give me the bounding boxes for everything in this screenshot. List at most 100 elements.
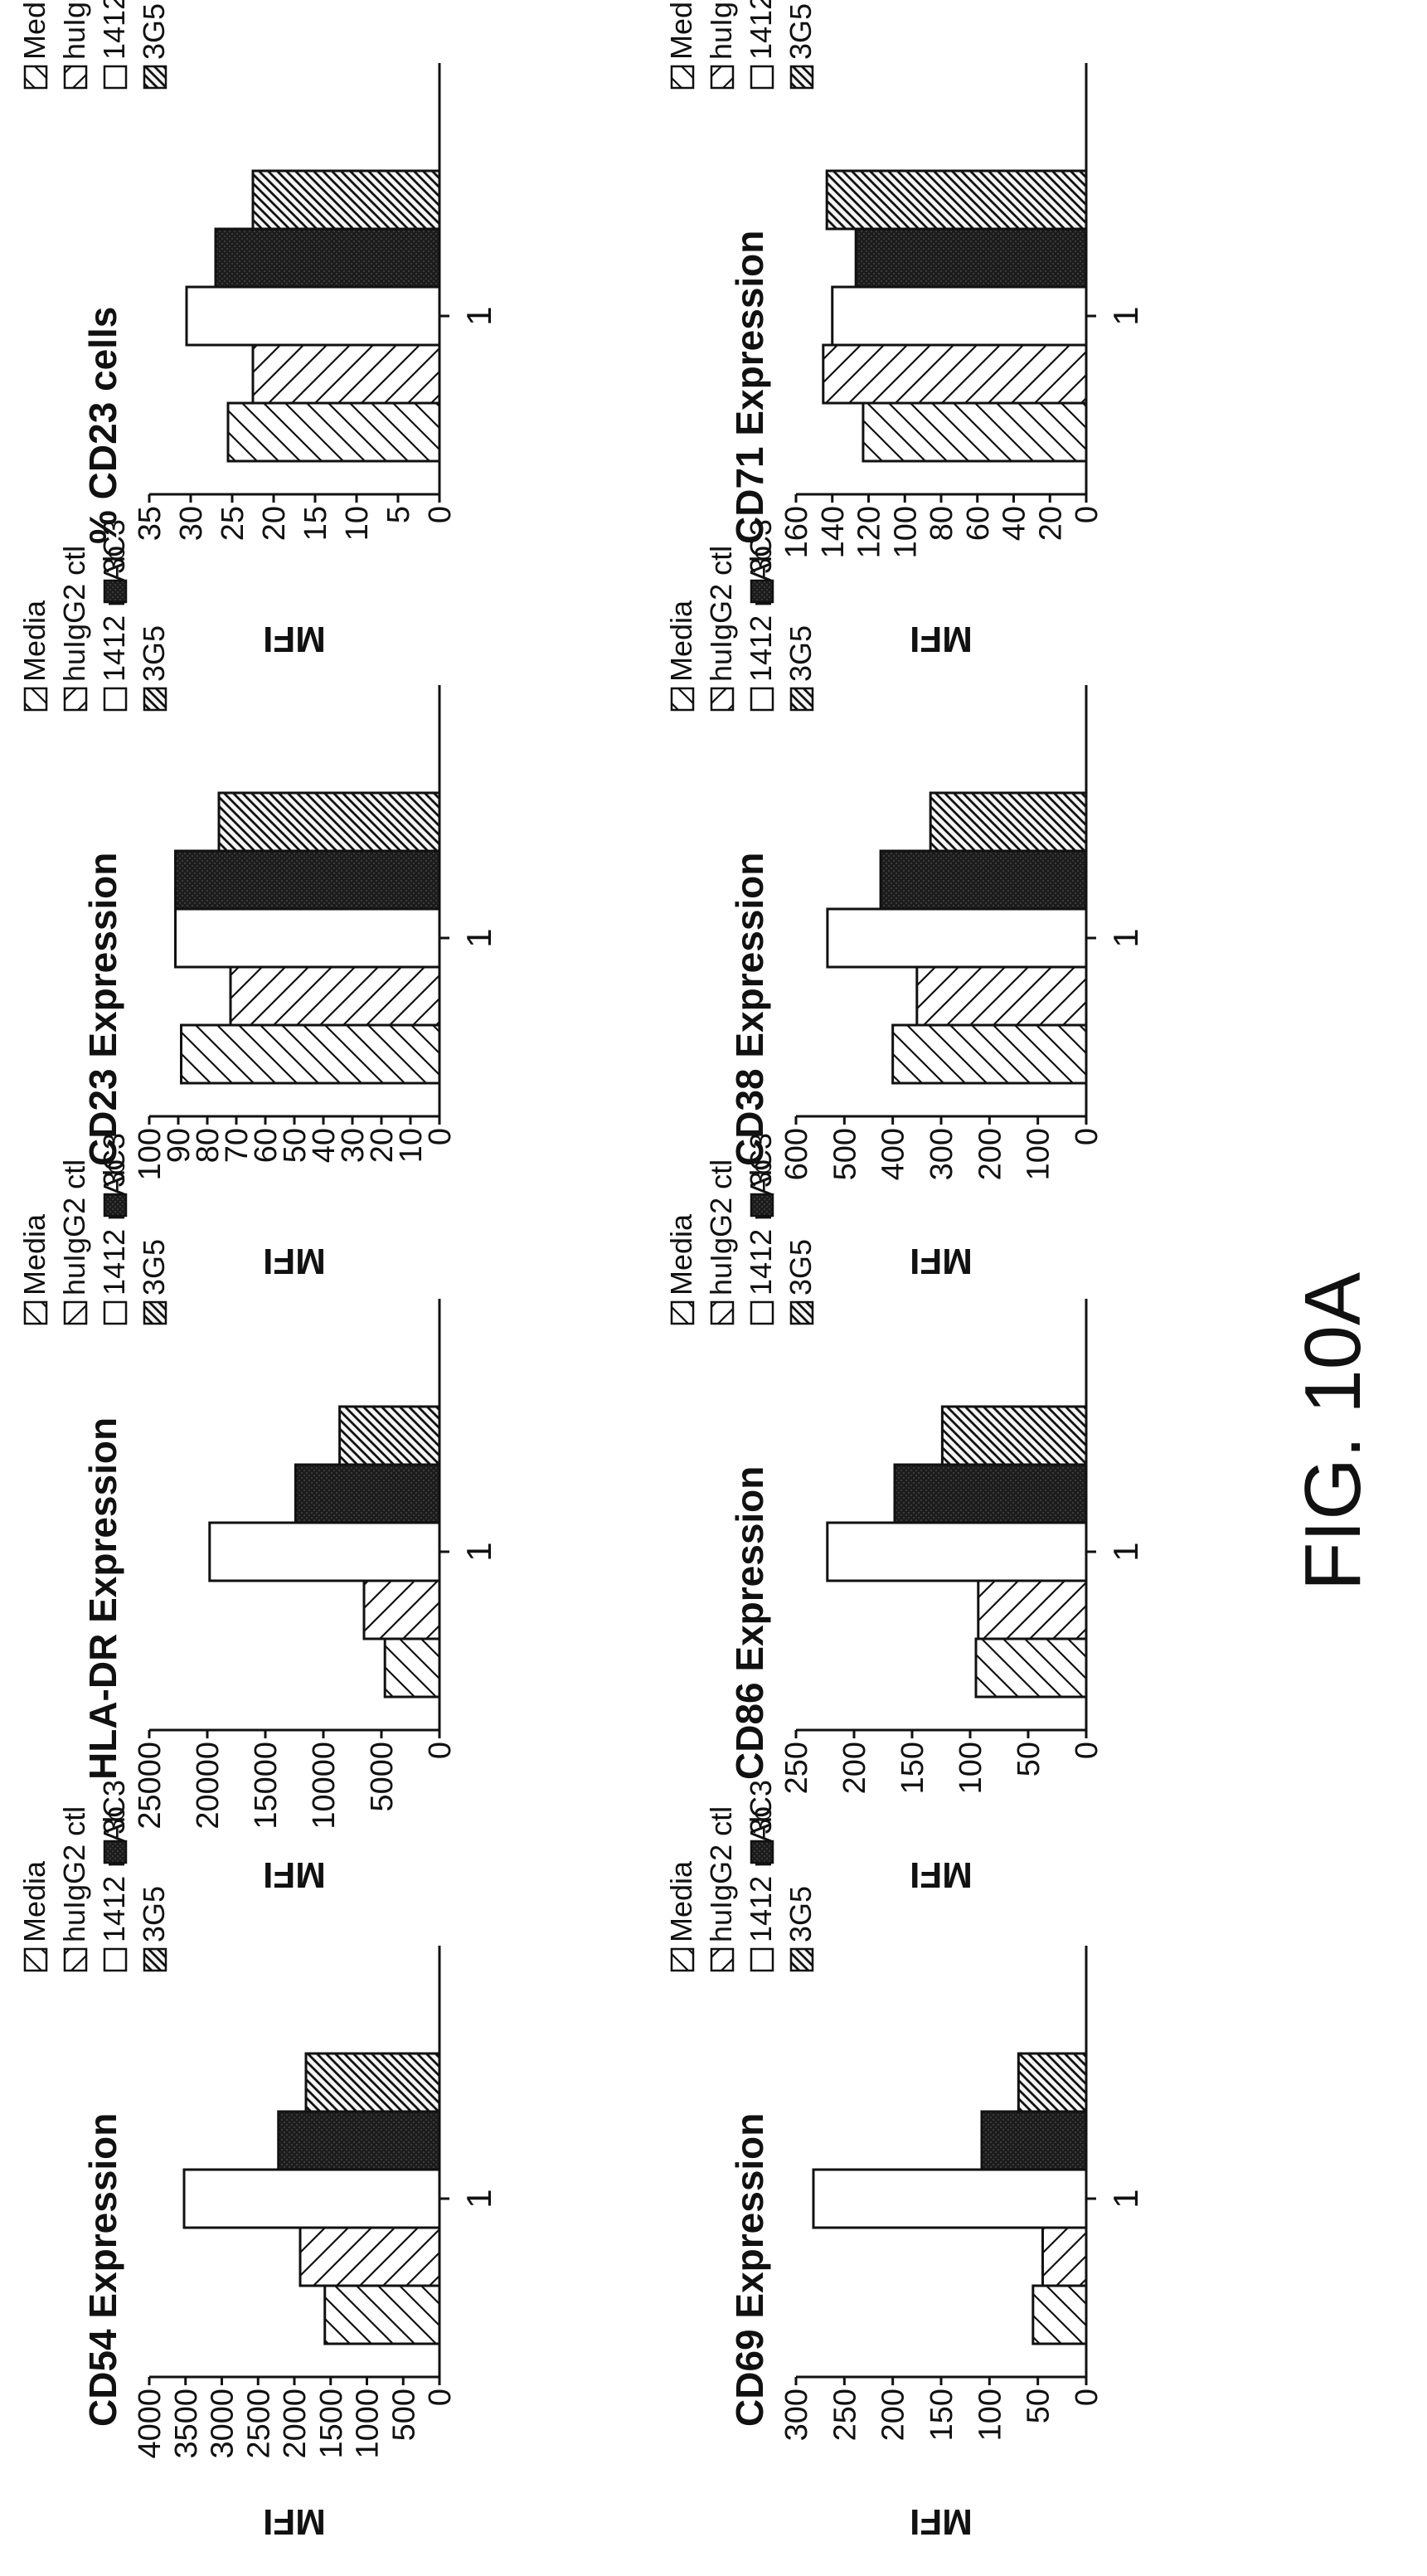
y-tick-label: 50 <box>1022 2389 1056 2423</box>
chart-title: CD54 Expression <box>81 2113 124 2427</box>
y-tick-label: 600 <box>779 1128 814 1180</box>
y-tick-label: 20000 <box>191 1742 226 1830</box>
legend-swatch-1412-mab <box>750 687 774 712</box>
legend-label-3c3: 3C3 <box>744 1780 778 1835</box>
x-tick-label: 1 <box>1106 306 1145 325</box>
y-tick-label: 100 <box>954 1742 988 1794</box>
y-tick-label: 0 <box>423 506 458 523</box>
legend-label-3c3: 3C3 <box>744 519 778 574</box>
legend-label-3g5: 3G5 <box>784 625 818 682</box>
y-tick-label: 15 <box>299 506 333 541</box>
legend-label-media: Media <box>17 0 51 60</box>
y-tick-label: 3000 <box>206 2389 240 2459</box>
y-tick-label: 160 <box>779 506 814 558</box>
y-axis-label: MFI <box>263 1241 326 1281</box>
legend-swatch-huigg2-ctl <box>63 1300 88 1325</box>
legend-swatch-3c3 <box>103 1193 128 1218</box>
y-tick-label: 80 <box>925 506 959 541</box>
y-axis-label: MFI <box>910 1241 973 1281</box>
legend-label-1412-mab: 1412 mAb <box>744 1806 778 1942</box>
legend-swatch-media <box>670 687 695 712</box>
y-tick-label: 25000 <box>133 1742 167 1830</box>
y-tick-label: 0 <box>1070 1128 1104 1145</box>
bar-1412-mab <box>826 907 1088 969</box>
y-tick-label: 120 <box>852 506 887 558</box>
legend-swatch-media <box>23 1947 48 1972</box>
chart-title: CD23 Expression <box>81 853 124 1166</box>
y-tick-label: 0 <box>423 1128 458 1145</box>
legend-label-media: Media <box>664 600 698 682</box>
y-tick-label: 25 <box>216 506 250 541</box>
legend-swatch-3g5 <box>143 687 167 712</box>
legend-swatch-huigg2-ctl <box>710 687 735 712</box>
bar-1412-mab <box>185 285 441 347</box>
y-axis-label: MFI <box>910 2501 973 2542</box>
y-tick-label: 200 <box>876 2389 911 2441</box>
legend-swatch-1412-mab <box>103 687 128 712</box>
y-tick-label: 0 <box>1070 1742 1104 1759</box>
legend-swatch-huigg2-ctl <box>710 65 735 90</box>
chart-hla-dr-expression: HLA-DR Expression MFI 0 5000 10000 15000 20000… <box>17 1133 498 1895</box>
bar-3g5 <box>217 791 441 853</box>
legend-swatch-3c3 <box>103 1840 128 1864</box>
x-tick-label: 1 <box>1106 2189 1145 2208</box>
y-tick-label: 250 <box>828 2389 862 2441</box>
y-tick-label: 5 <box>381 506 416 523</box>
legend-swatch-media <box>670 65 695 90</box>
bar-media <box>891 1023 1088 1085</box>
y-tick-label: 15000 <box>249 1742 284 1830</box>
bar-3c3 <box>294 1463 441 1524</box>
legend-swatch-1412-mab <box>750 1947 774 1972</box>
y-tick-label: 80 <box>191 1128 226 1163</box>
legend-label-1412-mab: 1412 mAb <box>744 0 778 60</box>
legend-label-huigg2-ctl: huIgG2 ctl <box>704 546 738 682</box>
chart-title: CD69 Expression <box>728 2113 771 2427</box>
y-tick-label: 1000 <box>351 2389 386 2459</box>
legend-label-1412-mab: 1412 mAb <box>97 1159 131 1295</box>
legend-swatch-media <box>670 1300 695 1325</box>
bar-media <box>974 1637 1088 1699</box>
bar-huigg2-ctl <box>229 965 441 1027</box>
legend-label-huigg2-ctl: huIgG2 ctl <box>704 1159 738 1295</box>
legend-swatch-1412-mab <box>103 1947 128 1972</box>
y-tick-label: 50 <box>1012 1742 1046 1776</box>
legend-swatch-1412-mab <box>103 65 128 90</box>
y-tick-label: 90 <box>162 1128 197 1163</box>
bar-huigg2-ctl <box>299 2226 441 2287</box>
y-tick-label: 500 <box>828 1128 862 1180</box>
y-tick-label: 300 <box>925 1128 959 1180</box>
y-tick-label: 40 <box>307 1128 342 1163</box>
bar-3c3 <box>879 849 1088 911</box>
y-tick-label: 60 <box>961 506 996 541</box>
legend-swatch-media <box>670 1947 695 1972</box>
legend-label-3g5: 3G5 <box>137 625 171 682</box>
y-tick-label: 70 <box>220 1128 255 1163</box>
charts-layer: CD54 ExpressionMFI0500100015002000250030… <box>17 0 1145 2542</box>
bar-3c3 <box>214 227 441 289</box>
y-axis-label: MFI <box>263 619 326 659</box>
y-axis-label: MFI <box>263 1854 326 1895</box>
bar-3c3 <box>980 2110 1088 2171</box>
legend-label-3c3: 3C3 <box>97 1133 131 1188</box>
y-tick-label: 300 <box>779 2389 814 2441</box>
x-tick-label: 1 <box>1106 928 1145 947</box>
y-tick-label: 150 <box>925 2389 959 2441</box>
y-tick-label: 30 <box>336 1128 371 1163</box>
y-tick-label: 500 <box>386 2389 421 2441</box>
bar-1412-mab <box>208 1521 441 1582</box>
y-tick-label: 10000 <box>307 1742 342 1830</box>
y-tick-label: 35 <box>133 506 167 541</box>
legend-swatch-1412-mab <box>750 65 774 90</box>
y-tick-label: 200 <box>973 1128 1007 1180</box>
bar-3g5 <box>929 791 1088 853</box>
legend-label-media: Media <box>664 0 698 60</box>
bar-3c3 <box>174 849 441 911</box>
